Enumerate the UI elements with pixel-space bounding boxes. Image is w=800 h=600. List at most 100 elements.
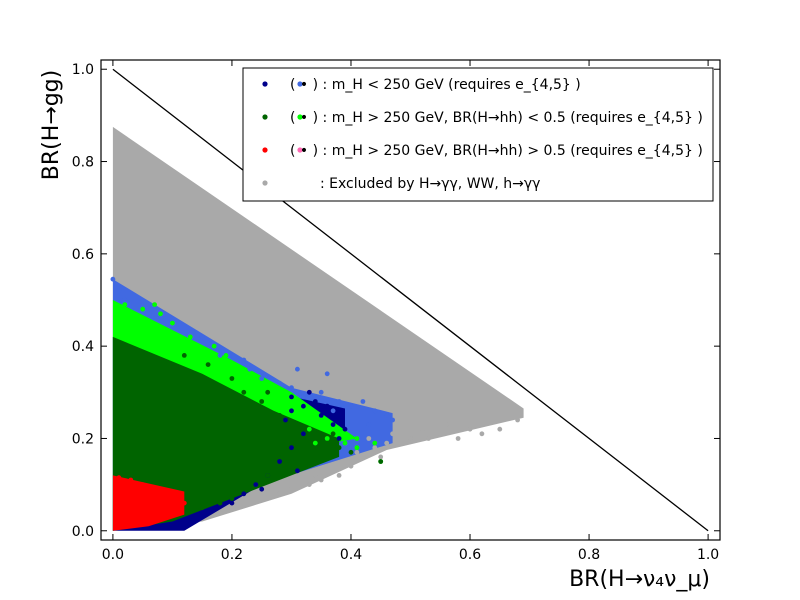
x-tick-label: 1.0 [697, 547, 719, 563]
data-point [330, 422, 336, 427]
data-point [205, 362, 211, 367]
data-point [295, 468, 300, 474]
x-axis-label: BR(H→ν₄ν_μ) [569, 567, 710, 592]
legend-alt-marker [297, 114, 303, 120]
data-point [295, 459, 300, 464]
data-point [229, 500, 235, 506]
data-point [170, 509, 175, 515]
data-point [336, 445, 342, 451]
data-point [360, 399, 366, 404]
data-point [366, 422, 372, 427]
legend-marker [262, 81, 268, 87]
data-point [503, 413, 509, 418]
y-tick-label: 1.0 [72, 62, 94, 78]
x-tick-label: 0.0 [102, 547, 124, 563]
data-point [497, 426, 503, 432]
legend: ( • ) : m_H < 250 GeV (requires e_{4,5} … [242, 67, 714, 202]
data-point [336, 399, 342, 404]
y-tick-label: 0.8 [72, 155, 94, 171]
data-point [354, 445, 360, 451]
data-point [378, 459, 384, 464]
data-point [384, 440, 390, 446]
data-point [318, 449, 324, 455]
data-point [140, 482, 146, 487]
data-point [223, 353, 229, 358]
data-point [301, 436, 306, 441]
data-point [247, 366, 253, 372]
data-point [306, 389, 312, 395]
data-point [158, 514, 163, 520]
data-point [283, 417, 288, 423]
data-point [312, 399, 318, 404]
data-point [330, 408, 336, 414]
data-point [229, 376, 235, 381]
data-point [277, 491, 282, 497]
data-point [140, 306, 146, 312]
data-point [241, 389, 247, 395]
data-point [301, 403, 306, 409]
data-point [289, 426, 294, 432]
data-point [205, 509, 211, 515]
legend-alt-marker [297, 147, 303, 153]
data-point [324, 440, 330, 446]
data-point [193, 514, 199, 520]
data-point [330, 431, 336, 437]
data-point [187, 334, 193, 340]
data-point [479, 431, 485, 437]
data-point [289, 486, 294, 492]
data-point [324, 436, 330, 441]
data-point [336, 413, 342, 418]
axis-ticks: 0.0 0.2 0.4 0.6 0.8 1.0 0.0 0.2 0.4 0.6 0.8 1.0 [72, 60, 720, 563]
x-tick-label: 0.6 [459, 547, 481, 563]
data-point [211, 343, 217, 349]
data-point [134, 521, 140, 527]
data-point [181, 353, 187, 358]
plot-frame [100, 59, 721, 541]
legend-entry-text: ( • ) : m_H > 250 GeV, BR(H→hh) > 0.5 (r… [290, 143, 703, 159]
data-point [324, 403, 330, 409]
data-point [443, 422, 449, 427]
data-point [306, 454, 312, 460]
data-point [199, 334, 205, 340]
data-point [241, 357, 247, 363]
legend-entry-text: ( • ) : m_H > 250 GeV, BR(H→hh) < 0.5 (r… [290, 110, 703, 126]
legend-marker [262, 147, 268, 153]
data-point [420, 426, 425, 432]
data-point [158, 486, 163, 492]
data-point [247, 482, 253, 487]
data-point [306, 482, 312, 487]
data-point [158, 311, 163, 317]
data-point [312, 473, 318, 478]
data-point [277, 459, 282, 464]
data-point [152, 302, 158, 307]
data-point [283, 408, 288, 414]
data-point [199, 505, 205, 511]
data-point [235, 366, 241, 372]
data-point [348, 449, 354, 455]
y-tick-label: 0.6 [72, 247, 94, 263]
legend-marker [262, 114, 268, 120]
legend-entry-text: ( • ) : m_H < 250 GeV (requires e_{4,5} … [290, 77, 581, 93]
data-point [128, 477, 134, 483]
data-point [181, 500, 187, 506]
data-points [110, 276, 520, 527]
y-tick-label: 0.0 [72, 524, 94, 540]
data-point [301, 431, 306, 437]
data-point [170, 489, 175, 494]
data-point [116, 288, 122, 294]
data-point [295, 366, 300, 372]
data-point [181, 519, 187, 524]
data-point [372, 440, 378, 446]
data-point [324, 371, 330, 377]
data-point [426, 436, 431, 441]
data-point [348, 403, 354, 409]
legend-entry-text: : Excluded by H→γγ, WW, h→γγ [320, 176, 540, 192]
data-point [318, 477, 324, 483]
boundary-line [112, 68, 709, 532]
data-point [271, 389, 276, 395]
data-point [366, 436, 372, 441]
data-point [336, 473, 342, 478]
data-point [378, 454, 384, 460]
data-point [289, 445, 294, 451]
